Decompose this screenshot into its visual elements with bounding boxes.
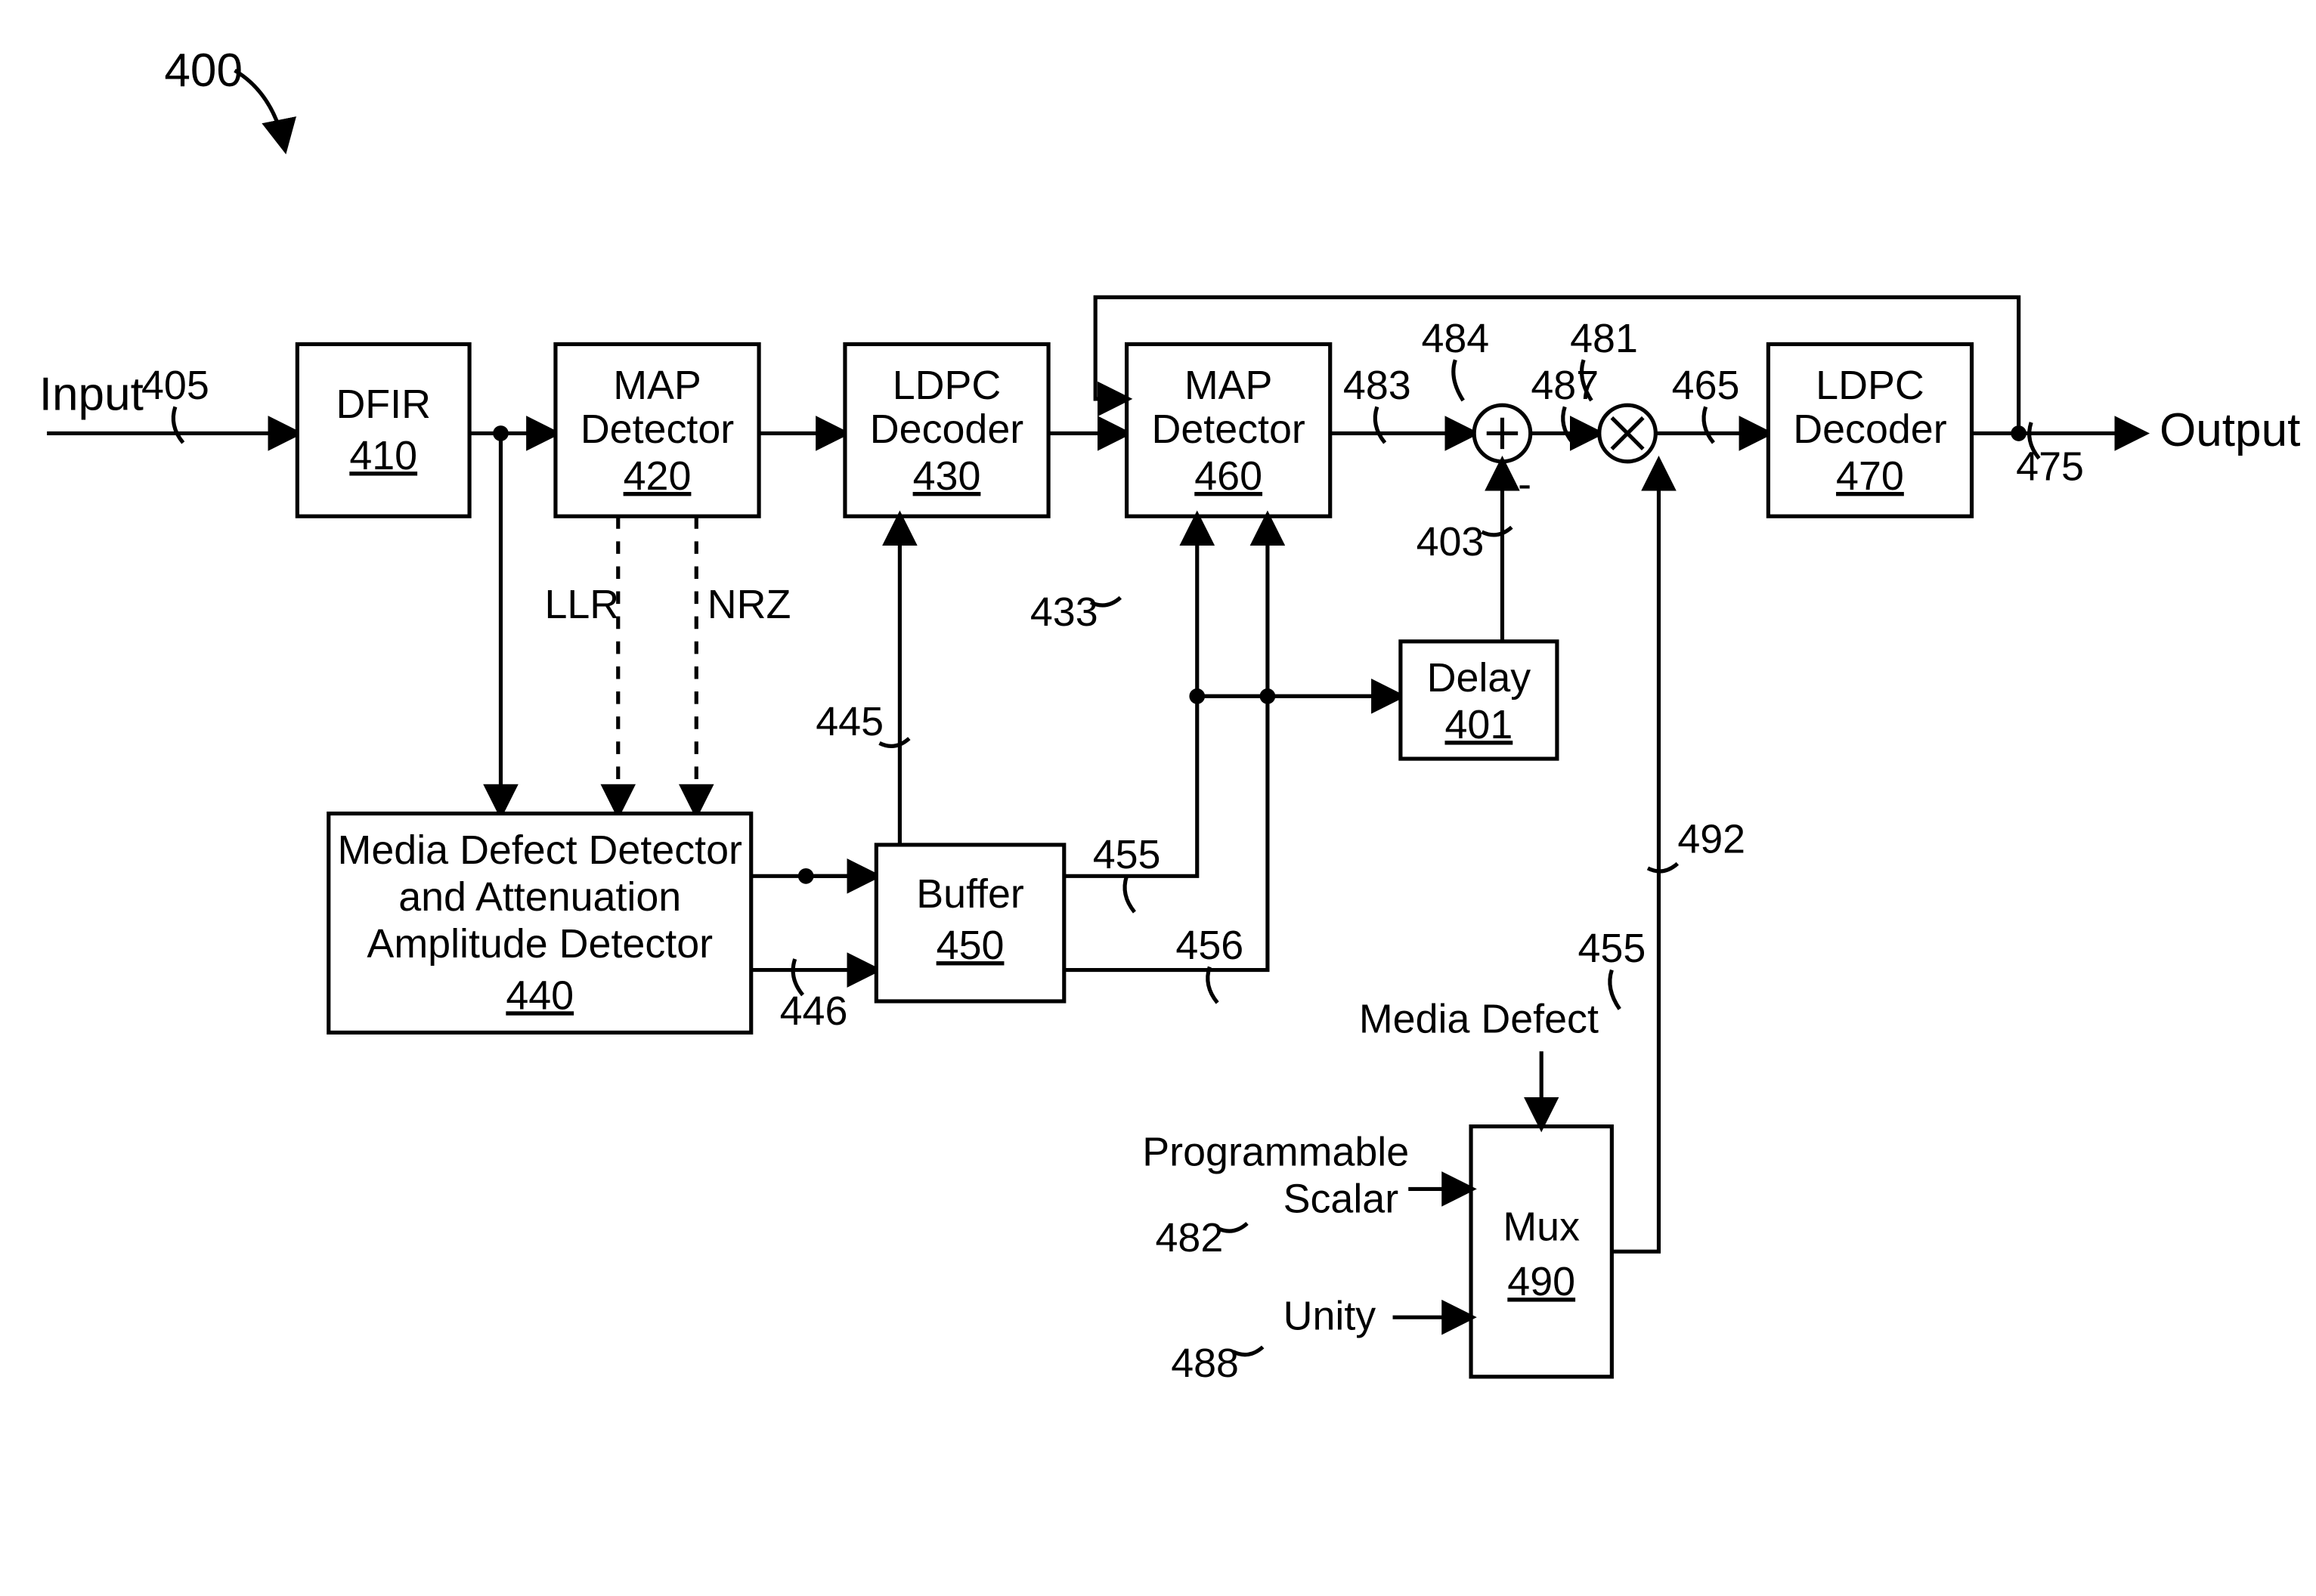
ref-481: 481 [1570,316,1638,361]
mux-ref: 490 [1507,1259,1575,1304]
mdd-ref: 440 [506,973,574,1018]
ref-484: 484 [1421,316,1489,361]
squiggle-484 [1454,360,1463,401]
map1-ref: 420 [624,453,692,499]
ref-445: 445 [816,699,884,744]
ref-482: 482 [1155,1215,1223,1260]
output-label: Output [2160,404,2300,456]
mux-title: Mux [1503,1205,1580,1250]
mdd-l3: Amplitude Detector [367,921,713,967]
ldpc2-title2: Decoder [1793,407,1946,452]
input-label: Input [39,368,144,420]
mux-block [1471,1127,1612,1377]
ref-483: 483 [1343,363,1411,408]
wire-455 [1064,516,1197,876]
ref-405: 405 [141,363,209,408]
squiggle-487 [1563,407,1573,443]
ref-488: 488 [1171,1341,1239,1386]
ref-403: 403 [1417,519,1485,564]
ref-433: 433 [1030,589,1098,635]
prog-scalar-l1: Programmable [1142,1129,1409,1174]
ref-456: 456 [1175,923,1243,968]
ldpc1-ref: 430 [913,453,981,499]
map2-title: MAP [1184,363,1273,408]
figure-ref: 400 [164,45,243,97]
squiggle-492 [1648,864,1677,871]
squiggle-455b [1610,970,1620,1010]
ref-475: 475 [2016,444,2084,490]
dfir-title: DFIR [336,382,431,427]
nrz-label: NRZ [707,582,791,627]
ref-446: 446 [780,988,848,1034]
media-defect-label: Media Defect [1359,996,1599,1041]
ref-492: 492 [1677,816,1745,861]
map2-title2: Detector [1151,407,1305,452]
ldpc2-ref: 470 [1836,453,1904,499]
delay-ref: 401 [1444,702,1513,747]
buffer-ref: 450 [937,923,1005,968]
delay-title: Delay [1427,655,1531,701]
squiggle-403 [1482,527,1512,535]
mdd-l1: Media Defect Detector [338,827,742,873]
squiggle-456 [1208,967,1218,1003]
map1-title2: Detector [581,407,734,452]
squiggle-455 [1125,876,1135,912]
map1-title: MAP [613,363,701,408]
mdd-l2: and Attenuation [398,874,681,920]
ref-455b: 455 [1578,926,1646,971]
wire-492 [1612,462,1658,1251]
ldpc1-title: LDPC [893,363,1002,408]
ldpc1-title2: Decoder [870,407,1023,452]
squiggle-445 [879,738,909,746]
buffer-title: Buffer [916,871,1024,917]
prog-scalar-l2: Scalar [1283,1176,1399,1221]
ref-487: 487 [1531,363,1599,408]
minus-sign: - [1518,461,1531,506]
ref-465: 465 [1672,363,1740,408]
wire-456 [1064,516,1268,970]
squiggle-405 [173,407,183,443]
wire-445 [751,516,900,876]
dfir-ref: 410 [349,433,417,478]
squiggle-483 [1375,407,1385,443]
unity-label: Unity [1283,1294,1376,1339]
dfir-block [297,344,469,516]
llr-label: LLR [544,582,619,627]
ldpc2-title: LDPC [1816,363,1924,408]
map2-ref: 460 [1194,453,1262,499]
ref-455: 455 [1093,832,1161,877]
squiggle-465 [1704,407,1714,443]
